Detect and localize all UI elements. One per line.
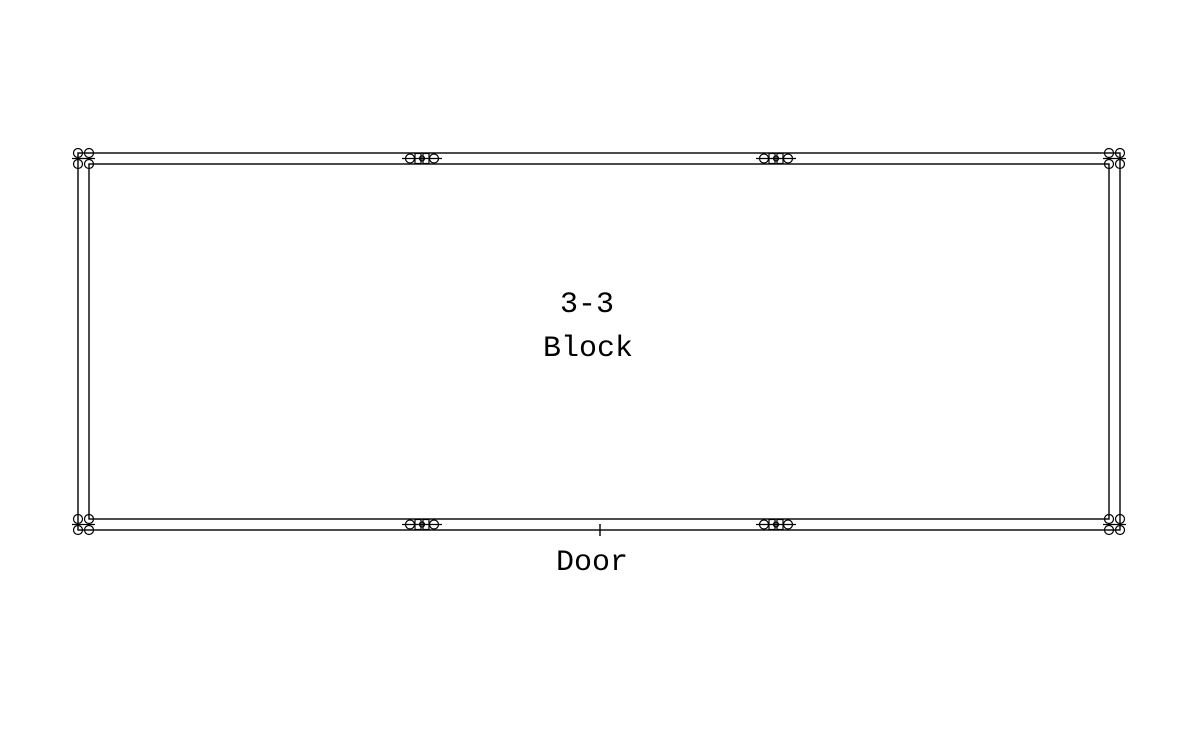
block-name-label: Block: [543, 332, 633, 366]
block-id-label: 3-3: [560, 288, 614, 322]
door-label: Door: [556, 546, 628, 580]
mid-connector: [756, 154, 796, 164]
corner-connector: [1103, 149, 1126, 169]
mid-connector: [402, 520, 442, 530]
corner-connector: [1103, 515, 1126, 535]
corner-connector: [72, 515, 95, 535]
mid-connector: [402, 154, 442, 164]
corner-connector: [72, 149, 95, 169]
mid-connector: [756, 520, 796, 530]
